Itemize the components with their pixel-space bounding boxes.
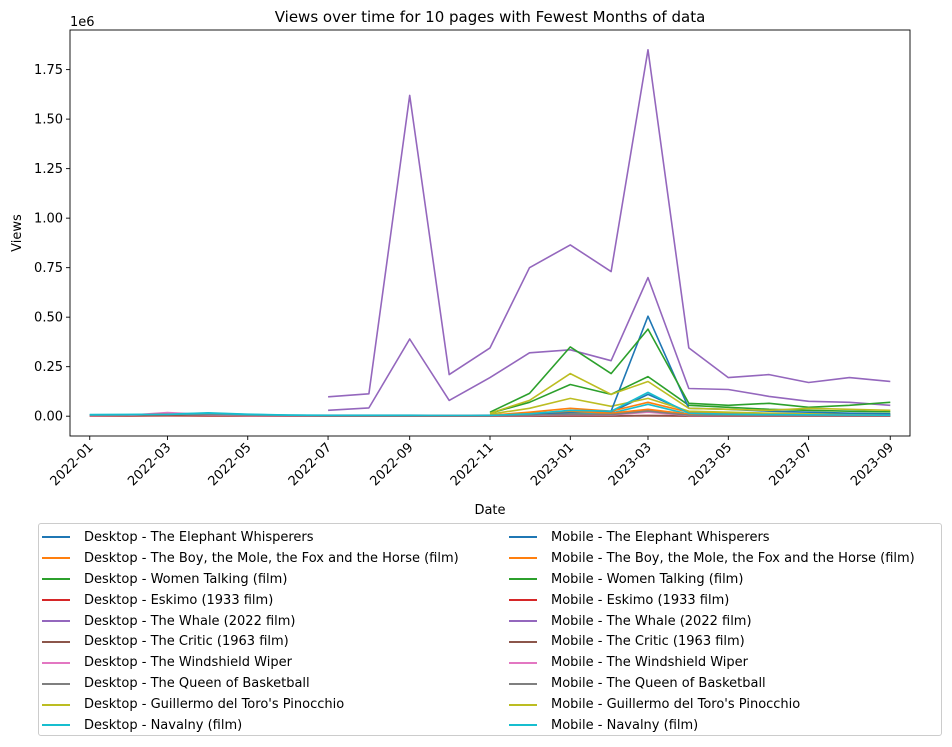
legend-item: Desktop - The Boy, the Mole, the Fox and… [42,548,459,569]
legend-item: Mobile - The Queen of Basketball [509,673,915,694]
series-line-3 [489,375,891,414]
legend-item: Desktop - The Elephant Whisperers [42,527,459,548]
legend-item: Desktop - Eskimo (1933 film) [42,590,459,611]
legend-swatch [509,640,537,643]
legend-item: Mobile - The Whale (2022 film) [509,611,915,632]
x-tick-label: 2022-09 [367,440,416,489]
y-axis-label: Views [10,214,25,252]
legend-item: Mobile - Eskimo (1933 film) [509,590,915,611]
x-tick-label: 2023-09 [848,440,897,489]
y-axis-offset-label: 1e6 [70,15,95,30]
series-line-19 [489,372,891,414]
legend-item: Desktop - Women Talking (film) [42,569,459,590]
legend-label: Mobile - Eskimo (1933 film) [551,592,730,608]
x-tick-label: 2022-11 [448,440,497,489]
y-tick-label: 1.50 [34,113,63,128]
legend-item: Desktop - The Whale (2022 film) [42,611,459,632]
y-tick-label: 1.75 [34,63,63,78]
legend-swatch [509,557,537,560]
x-tick-label: 2023-07 [766,440,815,489]
legend-item: Mobile - The Windshield Wiper [509,652,915,673]
y-tick-label: 0.50 [34,311,63,326]
series-line-9 [489,397,891,415]
legend-label: Desktop - The Elephant Whisperers [84,529,314,545]
plot-area: 0.00 0.25 0.50 0.75 1.00 1.25 1.50 1.75 2022-01 2… [34,29,911,489]
legend-swatch [509,599,537,602]
legend-swatch [509,724,537,727]
legend-swatch [42,536,70,539]
legend-item: Mobile - The Critic (1963 film) [509,631,915,652]
legend-item: Desktop - The Critic (1963 film) [42,631,459,652]
legend-label: Desktop - The Boy, the Mole, the Fox and… [84,550,459,566]
legend-swatch [42,557,70,560]
plot-frame [69,29,911,437]
legend-label: Mobile - The Elephant Whisperers [551,529,770,545]
legend-swatch [42,620,70,622]
legend-item: Desktop - The Windshield Wiper [42,652,459,673]
legend-label: Mobile - The Queen of Basketball [551,676,766,692]
x-tick-label: 2022-03 [125,440,174,489]
legend-item: Desktop - Guillermo del Toro's Pinocchio [42,694,459,715]
legend-label: Mobile - The Critic (1963 film) [551,634,745,650]
y-tick-label: 0.00 [34,410,63,425]
legend: Desktop - The Elephant Whisperers Desktop… [38,523,942,736]
legend-item: Mobile - Women Talking (film) [509,569,915,590]
legend-swatch [509,682,537,685]
legend-label: Desktop - The Windshield Wiper [84,655,292,671]
legend-label: Desktop - Navalny (film) [84,717,243,733]
legend-label: Desktop - The Queen of Basketball [84,676,310,692]
legend-label: Desktop - Women Talking (film) [84,571,288,587]
legend-swatch [509,620,537,622]
legend-label: Desktop - The Whale (2022 film) [84,613,296,629]
legend-swatch [42,661,70,664]
legend-item: Desktop - The Queen of Basketball [42,673,459,694]
series-line-13 [489,328,891,413]
y-tick-label: 1.00 [34,212,63,227]
legend-label: Mobile - Women Talking (film) [551,571,744,587]
chart-title: Views over time for 10 pages with Fewest… [275,8,706,26]
x-tick-label: 2023-01 [528,440,577,489]
legend-label: Mobile - The Boy, the Mole, the Fox and … [551,550,915,566]
legend-swatch [509,536,537,539]
legend-label: Mobile - Navalny (film) [551,717,699,733]
legend-label: Mobile - Guillermo del Toro's Pinocchio [551,697,801,713]
legend-label: Mobile - The Windshield Wiper [551,655,748,671]
legend-label: Desktop - Guillermo del Toro's Pinocchio [84,697,345,713]
legend-swatch [42,724,70,727]
x-tick-label: 2022-01 [48,440,97,489]
series-line-5 [328,276,891,412]
legend-column-desktop: Desktop - The Elephant Whisperers Desktop… [42,527,459,736]
legend-swatch [509,578,537,581]
series-line-15 [328,49,891,398]
legend-swatch [42,682,70,685]
legend-column-mobile: Mobile - The Elephant Whisperers Mobile -… [509,527,915,736]
series-line-20 [89,391,891,417]
legend-item: Mobile - The Elephant Whisperers [509,527,915,548]
legend-label: Desktop - The Critic (1963 film) [84,634,289,650]
y-tick-label: 0.25 [34,360,63,375]
legend-label: Desktop - Eskimo (1933 film) [84,592,274,608]
legend-swatch [509,703,537,706]
series-line-11 [489,315,891,417]
y-tick-label: 1.25 [34,162,63,177]
legend-item: Mobile - Navalny (film) [509,715,915,736]
x-tick-label: 2022-05 [206,440,255,489]
legend-label: Mobile - The Whale (2022 film) [551,613,752,629]
legend-swatch [42,703,70,706]
x-tick-label: 2022-07 [286,440,335,489]
legend-swatch [42,640,70,643]
x-tick-label: 2023-05 [686,440,735,489]
legend-swatch [42,578,70,581]
x-tick-label: 2023-03 [606,440,655,489]
legend-swatch [509,661,537,664]
x-axis-label: Date [474,503,505,518]
legend-item: Mobile - The Boy, the Mole, the Fox and … [509,548,915,569]
legend-swatch [42,599,70,602]
y-tick-label: 0.75 [34,261,63,276]
legend-item: Mobile - Guillermo del Toro's Pinocchio [509,694,915,715]
legend-item: Desktop - Navalny (film) [42,715,459,736]
